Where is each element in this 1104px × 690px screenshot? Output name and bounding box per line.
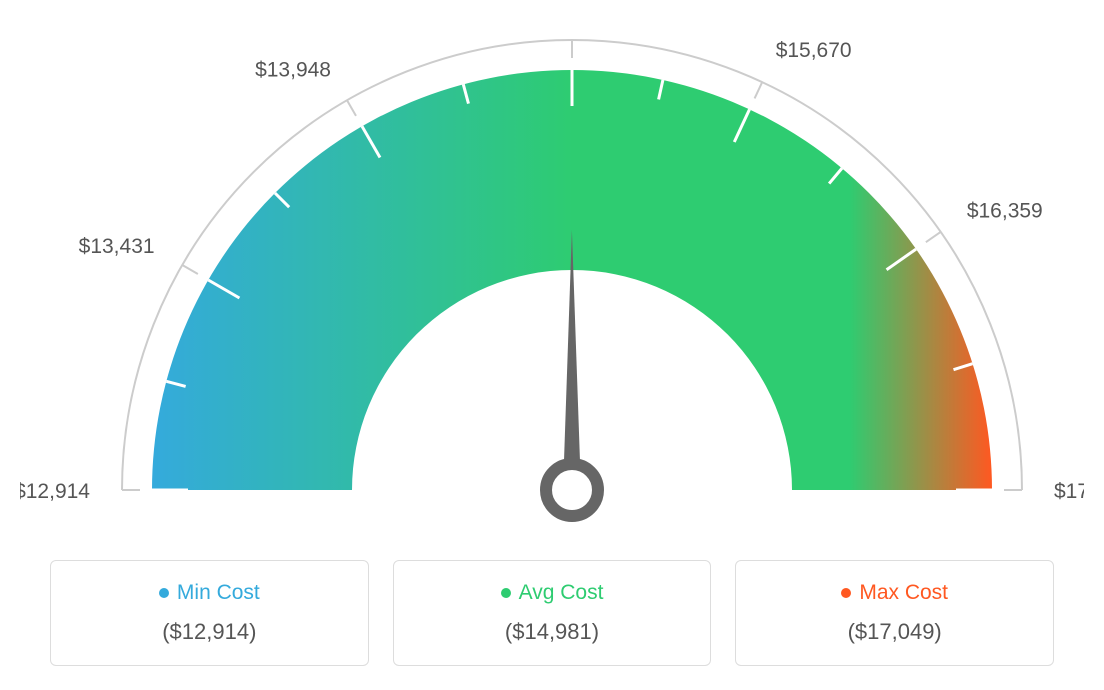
gauge-tick-label: $15,670	[776, 39, 852, 62]
legend-value-min: ($12,914)	[61, 619, 358, 645]
legend-value-max: ($17,049)	[746, 619, 1043, 645]
legend-title-avg: Avg Cost	[404, 581, 701, 605]
legend-title-text: Max Cost	[859, 581, 948, 605]
gauge-tick-label: $13,431	[79, 235, 155, 258]
legend-card-max: Max Cost ($17,049)	[735, 560, 1054, 666]
legend-title-text: Avg Cost	[519, 581, 604, 605]
gauge-svg: $12,914$13,431$13,948$14,981$15,670$16,3…	[20, 20, 1084, 540]
legend-title-min: Min Cost	[61, 581, 358, 605]
legend-value-avg: ($14,981)	[404, 619, 701, 645]
dot-icon	[501, 588, 511, 598]
legend-title-max: Max Cost	[746, 581, 1043, 605]
dot-icon	[841, 588, 851, 598]
legend-row: Min Cost ($12,914) Avg Cost ($14,981) Ma…	[20, 560, 1084, 666]
dot-icon	[159, 588, 169, 598]
gauge-tick-label: $16,359	[967, 200, 1043, 223]
gauge-tick-label: $13,948	[255, 59, 331, 82]
gauge-chart: $12,914$13,431$13,948$14,981$15,670$16,3…	[20, 20, 1084, 540]
gauge-tick-label: $12,914	[20, 480, 90, 503]
gauge-tick-label: $17,049	[1054, 480, 1084, 503]
legend-card-avg: Avg Cost ($14,981)	[393, 560, 712, 666]
legend-card-min: Min Cost ($12,914)	[50, 560, 369, 666]
legend-title-text: Min Cost	[177, 581, 260, 605]
